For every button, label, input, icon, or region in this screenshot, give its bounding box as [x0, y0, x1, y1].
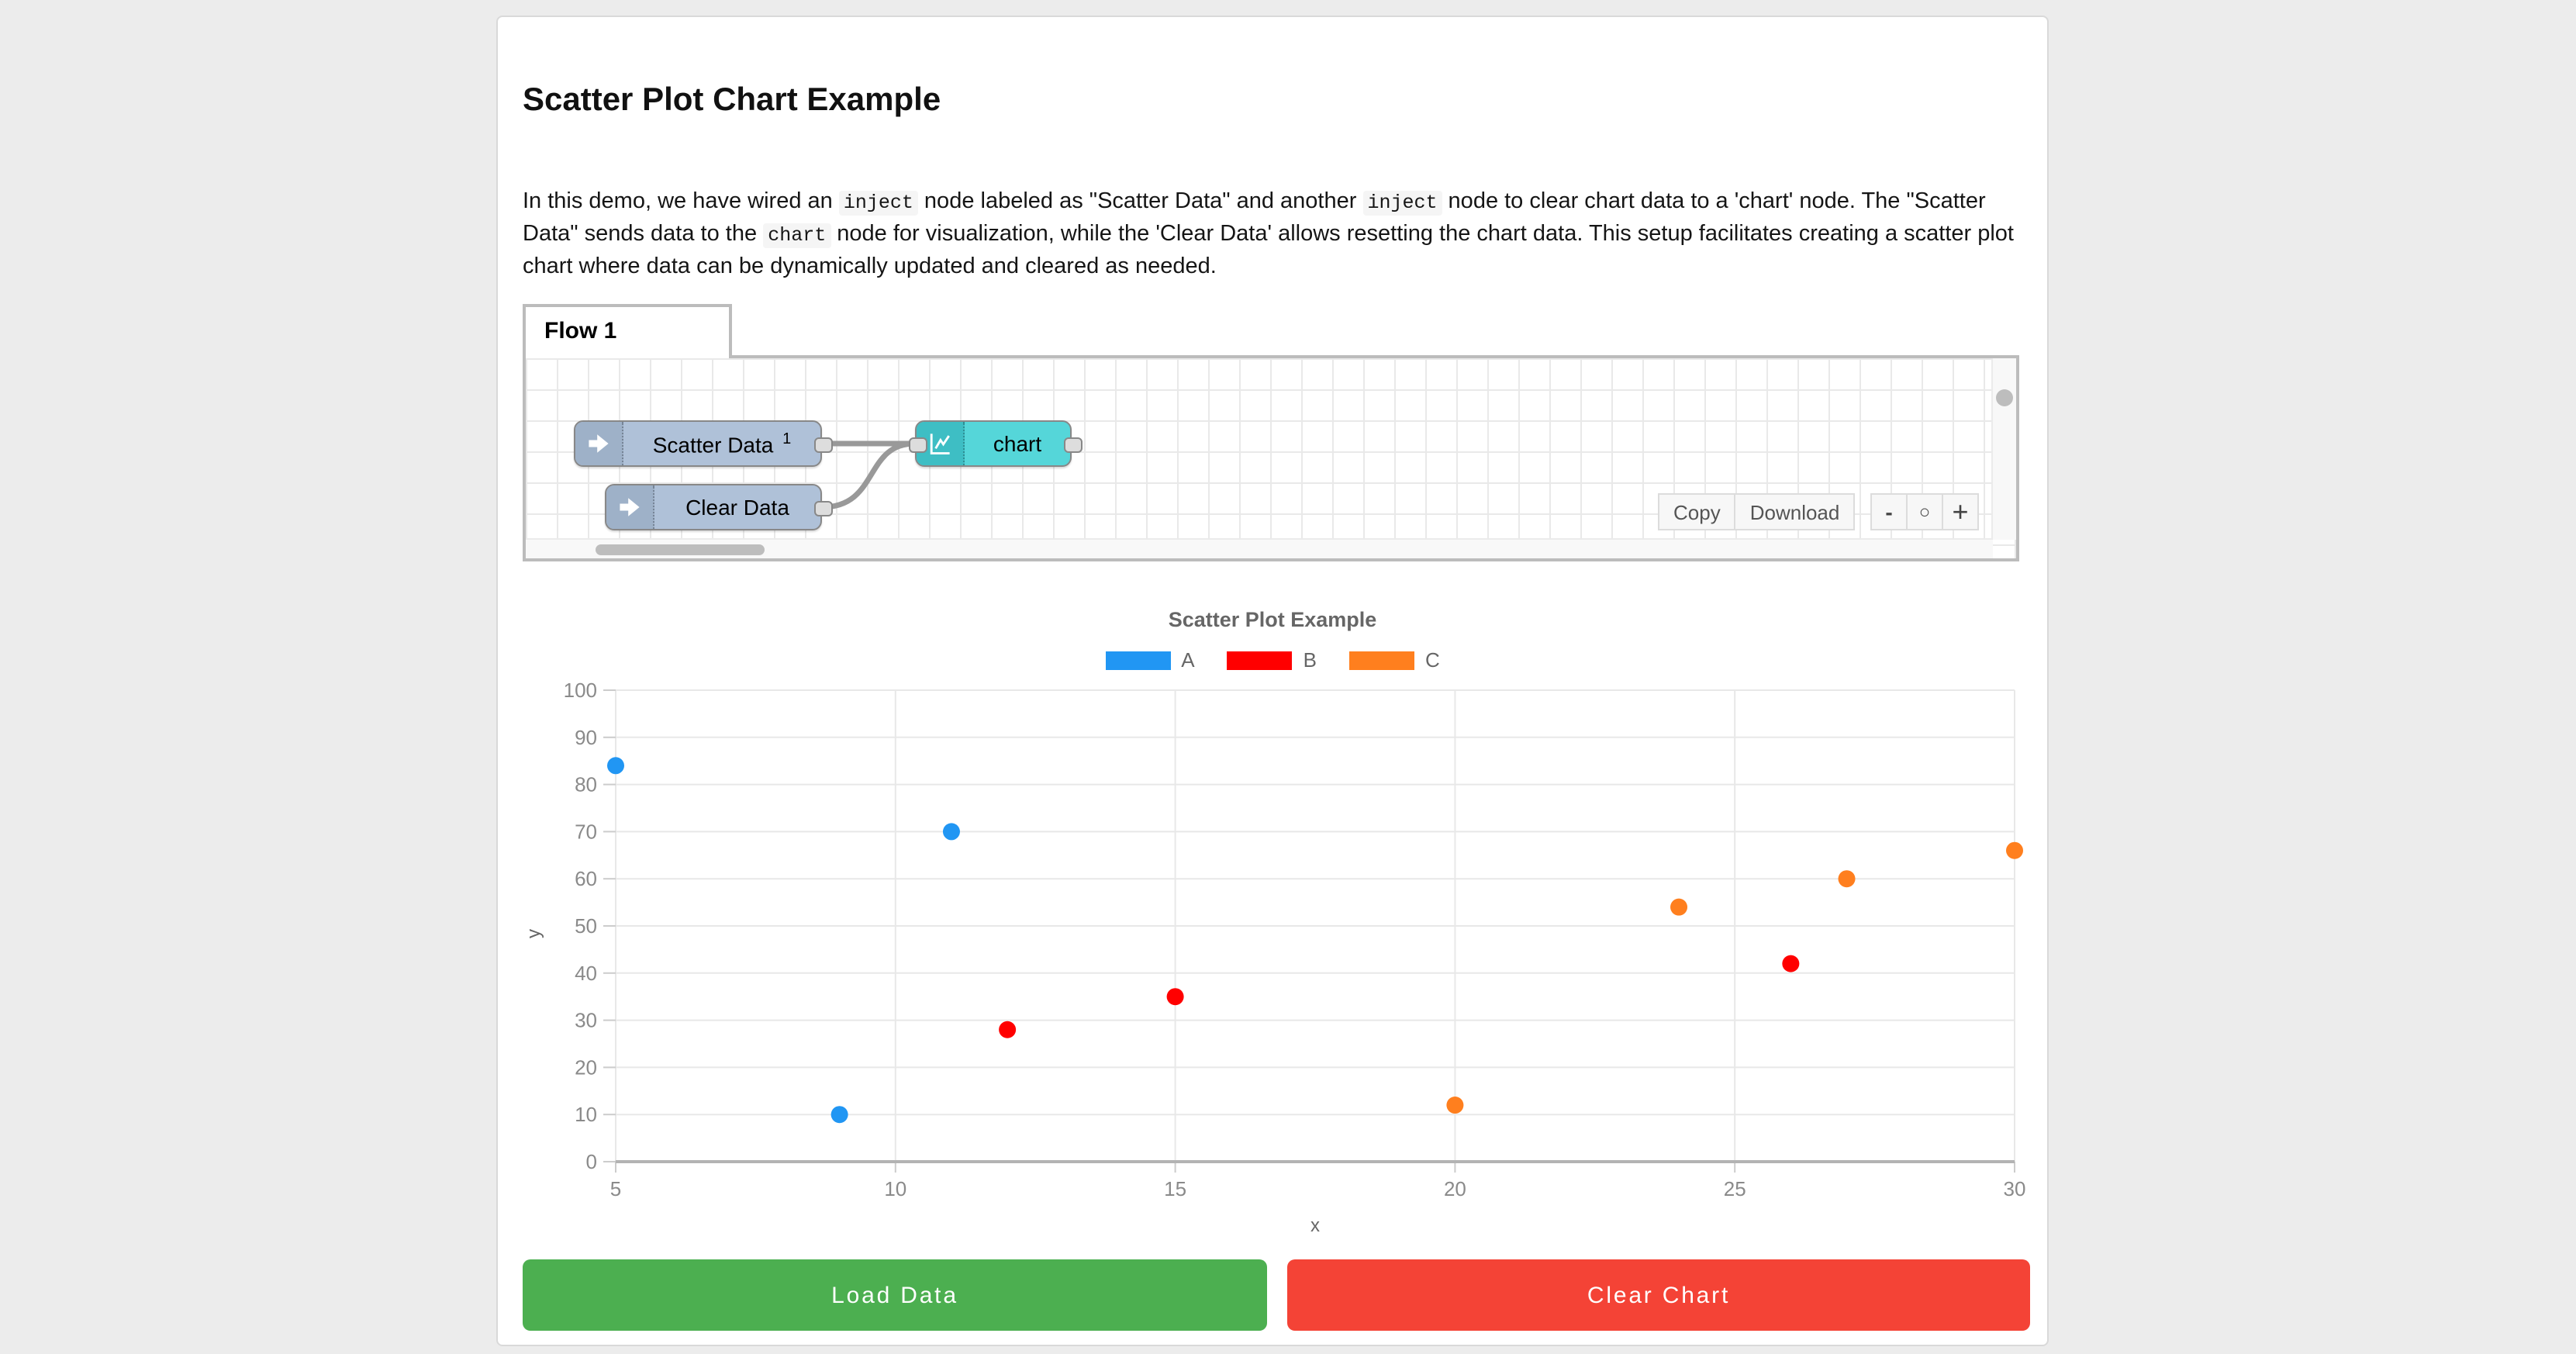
scatter-chart-svg: 5 10 15 20 25 30 0 10 20 30 40 50 60 70 80 90 100 — [564, 679, 2026, 1200]
flow-canvas: Scatter Data 1 Clear Data chart — [523, 355, 2019, 561]
x-tick-label: 5 — [610, 1177, 621, 1200]
wire-clear-to-chart — [819, 440, 918, 510]
y-tick-label: 50 — [575, 914, 597, 938]
data-point-A — [607, 757, 624, 775]
flow-tab[interactable]: Flow 1 — [523, 304, 732, 358]
y-tick-label: 40 — [575, 962, 597, 985]
inline-code: chart — [763, 223, 831, 247]
legend-item-A[interactable]: A — [1105, 648, 1195, 672]
load-data-button[interactable]: Load Data — [523, 1259, 1267, 1331]
output-port[interactable] — [1064, 437, 1083, 453]
vertical-scrollbar-thumb[interactable] — [1996, 389, 2013, 406]
description-text: node for visualization, while the 'Clear… — [523, 221, 2014, 278]
data-point-C — [1670, 898, 1688, 916]
data-point-B — [1166, 988, 1184, 1006]
node-label: chart — [993, 431, 1042, 456]
inline-code: inject — [838, 190, 918, 215]
data-point-C — [1838, 870, 1856, 888]
legend-label: C — [1424, 648, 1440, 672]
x-tick-label: 20 — [1444, 1177, 1466, 1200]
y-axis-title: y — [523, 929, 544, 938]
horizontal-scrollbar — [526, 538, 1993, 558]
node-badge: 1 — [782, 430, 792, 448]
data-point-A — [830, 1106, 848, 1124]
x-axis-title: x — [1310, 1214, 1320, 1236]
zoom-reset-button[interactable]: ○ — [1906, 493, 1943, 530]
inject-icon — [606, 485, 654, 529]
input-port[interactable] — [909, 437, 927, 453]
horizontal-scrollbar-thumb[interactable] — [596, 544, 765, 555]
description-text: node to clear chart data to a 'chart' no… — [523, 188, 1986, 246]
vertical-scrollbar — [1991, 358, 2016, 540]
content-card: Scatter Plot Chart Example In this demo,… — [496, 16, 2049, 1346]
data-point-B — [1782, 955, 1800, 972]
description-text: node labeled as "Scatter Data" and anoth… — [917, 188, 1363, 213]
zoom-out-button[interactable]: - — [1870, 493, 1908, 530]
clear-chart-button[interactable]: Clear Chart — [1287, 1259, 2030, 1331]
legend-swatch — [1227, 651, 1293, 669]
y-tick-label: 20 — [575, 1055, 597, 1079]
chart-title: Scatter Plot Example — [1168, 608, 1377, 631]
x-tick-label: 10 — [884, 1177, 906, 1200]
output-port[interactable] — [814, 437, 833, 453]
y-tick-label: 70 — [575, 820, 597, 843]
zoom-in-button[interactable]: + — [1942, 493, 1979, 530]
node-chart[interactable]: chart — [909, 420, 1083, 467]
x-tick-label: 15 — [1164, 1177, 1186, 1200]
description-paragraph: In this demo, we have wired an inject no… — [523, 185, 2035, 282]
legend-swatch — [1105, 651, 1171, 669]
inline-code: inject — [1362, 190, 1442, 215]
y-tick-label: 30 — [575, 1009, 597, 1032]
chart-legend: A B C — [523, 648, 2022, 672]
legend-item-B[interactable]: B — [1227, 648, 1317, 672]
download-button[interactable]: Download — [1734, 493, 1856, 530]
legend-label: B — [1303, 648, 1317, 672]
description-text: In this demo, we have wired an — [523, 188, 839, 213]
copy-button[interactable]: Copy — [1658, 493, 1736, 530]
y-tick-label: 0 — [586, 1150, 597, 1173]
x-tick-label: 30 — [2004, 1177, 2026, 1200]
legend-item-C[interactable]: C — [1348, 648, 1440, 672]
y-tick-label: 100 — [564, 679, 597, 702]
node-scatter-data[interactable]: Scatter Data 1 — [574, 420, 833, 467]
y-tick-label: 60 — [575, 867, 597, 890]
page-title: Scatter Plot Chart Example — [523, 82, 941, 118]
data-point-C — [2006, 841, 2023, 859]
x-tick-label: 25 — [1724, 1177, 1746, 1200]
node-label: Clear Data — [685, 495, 789, 520]
inject-icon — [575, 422, 623, 465]
flow-tab-label: Flow 1 — [544, 318, 617, 344]
data-point-C — [1446, 1097, 1464, 1114]
node-label: Scatter Data 1 — [652, 430, 792, 457]
data-point-B — [999, 1021, 1017, 1038]
legend-swatch — [1348, 651, 1414, 669]
y-tick-label: 80 — [575, 773, 597, 796]
data-point-A — [942, 823, 960, 841]
node-clear-data[interactable]: Clear Data — [605, 484, 833, 530]
legend-label: A — [1181, 648, 1195, 672]
y-tick-label: 10 — [575, 1103, 597, 1126]
y-tick-label: 90 — [575, 726, 597, 749]
output-port[interactable] — [814, 501, 833, 516]
scatter-plot: 5 10 15 20 25 30 0 10 20 30 40 50 60 70 80 90 100 — [564, 679, 2026, 1200]
